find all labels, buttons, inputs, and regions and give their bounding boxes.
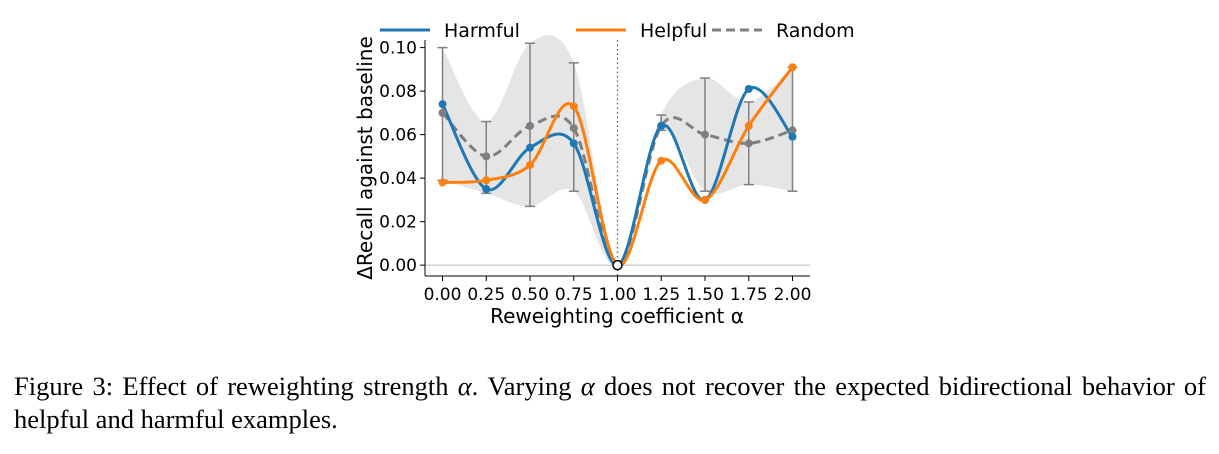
legend: Harmful Helpful Random bbox=[380, 20, 855, 42]
y-tick-label: 0.00 bbox=[379, 256, 417, 276]
data-point-harmful bbox=[788, 132, 797, 141]
data-point-helpful bbox=[526, 161, 534, 170]
caption-text-1: Effect of reweighting strength bbox=[122, 371, 449, 401]
data-point-helpful bbox=[701, 195, 709, 204]
data-point-helpful bbox=[569, 102, 578, 111]
data-point-helpful bbox=[788, 63, 797, 72]
data-point-helpful bbox=[657, 156, 666, 165]
y-tick-label: 0.08 bbox=[379, 82, 417, 102]
legend-label-random: Random bbox=[776, 20, 855, 42]
legend-label-helpful: Helpful bbox=[640, 20, 707, 42]
caption-alpha-symbol-2: α bbox=[580, 371, 595, 401]
y-tick-label: 0.10 bbox=[379, 39, 417, 59]
data-point-helpful bbox=[482, 176, 491, 185]
caption-alpha-symbol: α bbox=[457, 371, 472, 401]
error-band bbox=[442, 35, 793, 267]
x-tick-label: 1.25 bbox=[642, 285, 680, 305]
data-point-harmful bbox=[526, 143, 534, 152]
random-error-band bbox=[442, 35, 793, 267]
caption-text-2: . Varying bbox=[471, 371, 572, 401]
data-point-harmful bbox=[482, 184, 491, 193]
data-point-harmful bbox=[744, 84, 753, 93]
baseline-marker bbox=[612, 259, 623, 271]
data-point-random bbox=[744, 139, 753, 148]
y-tick-label: 0.02 bbox=[379, 213, 417, 233]
data-point-harmful bbox=[657, 121, 666, 130]
chart: 0.00 0.25 0.50 0.75 1.00 1.25 1.50 1.75 2.000.00… bbox=[353, 20, 855, 328]
data-point-random bbox=[438, 108, 447, 117]
x-tick-label: 2.00 bbox=[774, 285, 812, 305]
x-tick-label: 1.75 bbox=[730, 285, 768, 305]
data-point-random bbox=[569, 124, 578, 133]
y-tick-label: 0.06 bbox=[379, 126, 417, 146]
x-tick-label: 0.50 bbox=[511, 285, 549, 305]
x-tick-label: 1.00 bbox=[599, 285, 637, 305]
data-point-helpful bbox=[438, 178, 447, 187]
data-point-random bbox=[526, 121, 534, 130]
axes bbox=[420, 40, 810, 281]
data-point-random bbox=[788, 126, 797, 135]
x-tick-label: 0.75 bbox=[555, 285, 593, 305]
x-axis-label: Reweighting coefficient α bbox=[490, 304, 744, 328]
data-point-random bbox=[482, 152, 491, 161]
x-tick-label: 0.25 bbox=[467, 285, 505, 305]
caption-text-3: does not recover the expected bidirectio… bbox=[14, 371, 1206, 434]
legend-label-harmful: Harmful bbox=[444, 20, 520, 42]
data-point-harmful bbox=[569, 139, 578, 148]
y-axis-label: ΔRecall against baseline bbox=[353, 36, 377, 280]
y-tick-label: 0.04 bbox=[379, 169, 417, 189]
series-points bbox=[438, 63, 797, 271]
data-point-helpful bbox=[744, 121, 753, 130]
tick-labels: 0.00 0.25 0.50 0.75 1.00 1.25 1.50 1.75 2.000.00… bbox=[379, 39, 811, 305]
figure-caption: Figure 3: Effect of reweighting strength… bbox=[14, 370, 1206, 436]
data-point-harmful bbox=[438, 100, 447, 109]
data-point-random bbox=[701, 130, 709, 139]
x-tick-label: 1.50 bbox=[686, 285, 724, 305]
x-tick-label: 0.00 bbox=[424, 285, 462, 305]
caption-label: Figure 3: bbox=[14, 371, 114, 401]
